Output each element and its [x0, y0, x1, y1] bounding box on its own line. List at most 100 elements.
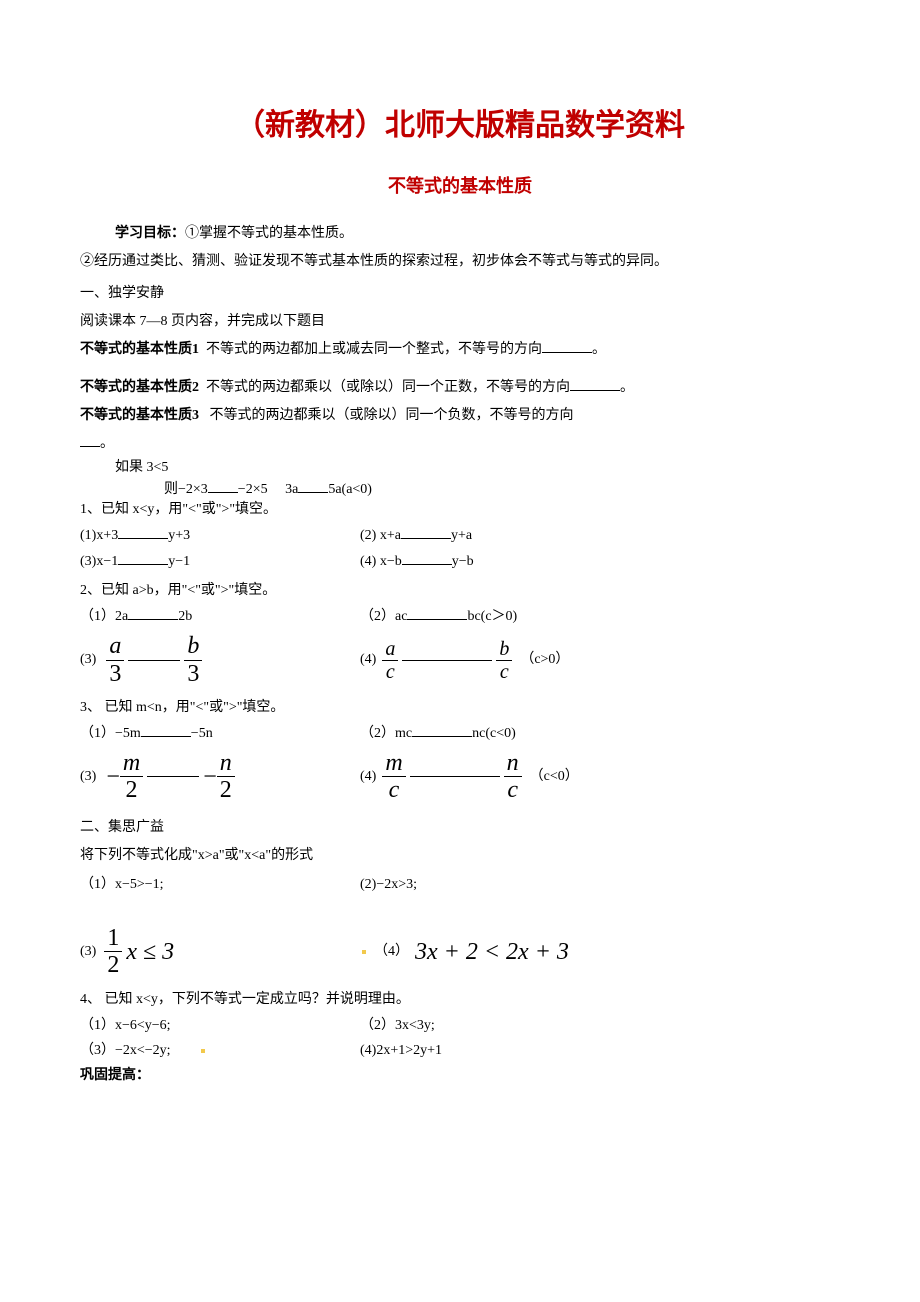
q1c2: y−1 [168, 554, 190, 569]
prop3-tail: 。 [100, 436, 114, 451]
prop3-blank-line: 。 [80, 430, 840, 458]
main-title: （新教材）北师大版精品数学资料 [80, 100, 840, 144]
q2a2: 2b [178, 609, 192, 624]
denominator: 3 [184, 661, 202, 687]
q4-row2: （3）−2x<−2y; (4)2x+1>2y+1 [80, 1040, 840, 1061]
fraction: 1 2 [104, 925, 122, 979]
q2a: （1）2a [80, 609, 128, 624]
objective-1: ①掌握不等式的基本性质。 [185, 226, 353, 241]
q4-row1: （1）x−6<y−6; （2）3x<3y; [80, 1015, 840, 1036]
fill-blank [402, 660, 492, 661]
q1a: (1)x+3 [80, 528, 118, 543]
denominator: c [382, 661, 398, 683]
q1d: (4) x−b [360, 554, 402, 569]
q3b: （2）mc [360, 726, 412, 741]
q2d-label: (4) [360, 646, 376, 674]
denominator: c [382, 777, 405, 803]
reading-line: 阅读课本 7—8 页内容，并完成以下题目 [80, 308, 840, 336]
s2b: (2)−2x>3; [360, 874, 417, 895]
q2-row2: (3) a 3 b 3 (4) a c b [80, 633, 840, 687]
s2c-label: (3) [80, 938, 96, 966]
objectives-line1: 学习目标：①掌握不等式的基本性质。 [80, 220, 840, 248]
math-expr: x ≤ 3 [126, 928, 174, 976]
example-if: 如果 3<5 [80, 458, 840, 478]
s2a: （1）x−5>−1; [80, 874, 360, 895]
numerator: b [496, 638, 512, 661]
q3c-label: (3) [80, 763, 96, 791]
q4c: （3）−2x<−2y; [80, 1043, 171, 1058]
q3-row2: (3) − m 2 − n 2 (4) m c [80, 750, 840, 804]
denominator: 2 [120, 777, 143, 803]
q2b: （2）ac [360, 609, 407, 624]
q2d-tail: （c>0） [520, 646, 569, 674]
ex-d: 5a(a<0) [328, 482, 372, 497]
numerator: a [106, 633, 124, 660]
fill-blank [80, 432, 100, 447]
q3d-label: (4) [360, 763, 376, 791]
prop1-text: 不等式的两边都加上或减去同一个整式，不等号的方向 [206, 342, 542, 357]
denominator: c [504, 777, 522, 803]
fraction: a 3 [106, 633, 124, 687]
q4d: (4)2x+1>2y+1 [360, 1040, 442, 1061]
prop3-text: 不等式的两边都乘以（或除以）同一个负数，不等号的方向 [210, 408, 574, 423]
fraction: n c [504, 750, 522, 804]
ex-a: 则−2×3 [164, 482, 208, 497]
numerator: b [184, 633, 202, 660]
q1-stem: 1、已知 x<y，用"<"或">"填空。 [80, 499, 840, 520]
prop3-label: 不等式的基本性质3 [80, 408, 199, 423]
math-expr: 3x + 2 < 2x + 3 [415, 928, 569, 976]
s2d-label: （4） [374, 938, 409, 966]
property-2: 不等式的基本性质2 不等式的两边都乘以（或除以）同一个正数，不等号的方向 。 [80, 374, 840, 402]
fill-blank [141, 722, 191, 737]
fill-blank [412, 722, 472, 737]
property-3: 不等式的基本性质3 不等式的两边都乘以（或除以）同一个负数，不等号的方向 [80, 402, 840, 430]
ex-c: 3a [285, 482, 298, 497]
prop2-text: 不等式的两边都乘以（或除以）同一个正数，不等号的方向 [206, 380, 570, 395]
q2-row1: （1）2a2b （2）acbc(c＞0) [80, 605, 840, 627]
denominator: 3 [106, 661, 124, 687]
fill-blank [570, 376, 620, 391]
q3a2: −5n [191, 726, 213, 741]
neg-sign: − [203, 753, 217, 801]
section2-heading: 二、集思广益 [80, 814, 840, 842]
q1-row2: (3)x−1 y−1 (4) x−b y−b [80, 550, 840, 572]
q4b: （2）3x<3y; [360, 1015, 435, 1036]
fill-blank [147, 776, 199, 777]
denominator: 2 [217, 777, 235, 803]
q4a: （1）x−6<y−6; [80, 1015, 360, 1036]
q1b: (2) x+a [360, 528, 401, 543]
document-page: （新教材）北师大版精品数学资料 不等式的基本性质 学习目标：①掌握不等式的基本性… [0, 0, 920, 1302]
fraction: n 2 [217, 750, 235, 804]
fill-blank [402, 550, 452, 565]
section1-heading: 一、独学安静 [80, 280, 840, 308]
prop2-tail: 。 [620, 380, 634, 395]
neg-sign: − [106, 753, 120, 801]
fraction: b c [496, 638, 512, 683]
accent-dot-icon [362, 950, 366, 954]
q3-row1: （1）−5m−5n （2）mcnc(c<0) [80, 722, 840, 744]
q2-stem: 2、已知 a>b，用"<"或">"填空。 [80, 580, 840, 601]
objective-2: ②经历通过类比、猜测、验证发现不等式基本性质的探索过程，初步体会不等式与等式的异… [80, 248, 840, 276]
prop1-tail: 。 [592, 342, 606, 357]
fill-blank [128, 660, 180, 661]
q2c-label: (3) [80, 646, 96, 674]
q1c: (3)x−1 [80, 554, 118, 569]
numerator: n [217, 750, 235, 777]
ex-b: −2×5 [238, 482, 268, 497]
q1-row1: (1)x+3y+3 (2) x+ay+a [80, 524, 840, 546]
objectives-label: 学习目标： [115, 226, 185, 241]
prop2-label: 不等式的基本性质2 [80, 380, 199, 395]
prop1-label: 不等式的基本性质1 [80, 342, 199, 357]
s2-row1: （1）x−5>−1; (2)−2x>3; [80, 874, 840, 895]
q1b2: y+a [451, 528, 472, 543]
fraction: m c [382, 750, 405, 804]
numerator: m [120, 750, 143, 777]
q3d-tail: （c<0） [530, 763, 579, 791]
fill-blank [407, 605, 467, 620]
q1d2: y−b [452, 554, 474, 569]
q3b2: nc(c<0) [472, 726, 516, 741]
fill-blank [118, 550, 168, 565]
fill-blank [401, 524, 451, 539]
numerator: n [504, 750, 522, 777]
fill-blank [298, 478, 328, 493]
